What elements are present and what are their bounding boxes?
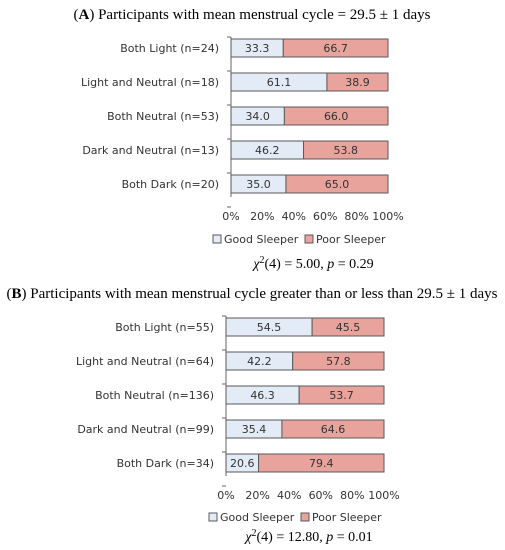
x-tick-label: 100%	[372, 210, 403, 223]
legend-label-poor: Poor Sleeper	[312, 511, 382, 524]
title-paren-open: (	[73, 7, 78, 23]
x-tick-label: 20%	[250, 210, 274, 223]
panel-title-text: Participants with mean menstrual cycle g…	[30, 286, 497, 302]
data-label-good: 33.3	[245, 42, 270, 55]
x-tick-label: 40%	[277, 489, 301, 502]
data-label-poor: 79.4	[309, 457, 334, 470]
legend-label-good: Good Sleeper	[220, 511, 295, 524]
data-label-good: 42.2	[247, 355, 272, 368]
title-paren-close: )	[22, 286, 31, 302]
x-tick-label: 40%	[282, 210, 306, 223]
bar-poor-sleeper	[298, 385, 385, 405]
x-tick-label: 0%	[222, 210, 239, 223]
category-label: Both Light (n=55)	[115, 321, 214, 334]
stat-text: (4) = 5.00,	[265, 257, 328, 272]
x-tick-label: 80%	[340, 489, 364, 502]
chart-panel-b: (B) Participants with mean menstrual cyc…	[6, 286, 497, 545]
legend-swatch-poor	[300, 512, 310, 522]
data-label-poor: 65.0	[325, 178, 350, 191]
data-label-good: 35.0	[246, 178, 271, 191]
category-label: Both Dark (n=20)	[122, 178, 219, 191]
stat-sup: 2	[260, 255, 265, 266]
data-label-good: 46.3	[250, 389, 275, 402]
bar-poor-sleeper	[258, 453, 385, 473]
legend-label-poor: Poor Sleeper	[316, 233, 386, 246]
data-label-poor: 53.7	[329, 389, 354, 402]
x-tick-label: 100%	[368, 489, 399, 502]
legend-swatch-good	[212, 234, 222, 244]
chi-square-stat: χ2(4) = 12.80, p = 0.01	[243, 528, 372, 545]
legend-swatch-good	[208, 512, 218, 522]
bar-poor-sleeper	[292, 351, 385, 371]
bar-poor-sleeper	[326, 72, 389, 92]
x-tick-label: 60%	[309, 489, 333, 502]
x-tick-label: 80%	[344, 210, 368, 223]
data-label-good: 35.4	[242, 423, 267, 436]
bar-poor-sleeper	[311, 317, 385, 337]
data-label-poor: 66.7	[323, 42, 348, 55]
data-label-poor: 38.9	[345, 76, 370, 89]
data-label-good: 46.2	[255, 144, 280, 157]
legend-swatch-poor	[304, 234, 314, 244]
bar-poor-sleeper	[282, 38, 389, 58]
stat-p-value: = 0.01	[333, 530, 372, 545]
data-label-good: 61.1	[267, 76, 292, 89]
data-label-poor: 64.6	[321, 423, 346, 436]
stat-chi: χ	[243, 530, 252, 545]
category-label: Both Dark (n=34)	[117, 457, 214, 470]
category-label: Both Neutral (n=136)	[95, 389, 214, 402]
panel-title-text: Participants with mean menstrual cycle =…	[98, 7, 431, 23]
stat-text: (4) = 12.80,	[257, 530, 327, 545]
bar-poor-sleeper	[285, 174, 389, 194]
x-tick-label: 60%	[313, 210, 337, 223]
category-label: Dark and Neutral (n=13)	[82, 144, 219, 157]
stat-p: p	[326, 257, 334, 272]
category-label: Light and Neutral (n=18)	[81, 76, 219, 89]
stat-sup: 2	[252, 528, 257, 539]
data-label-poor: 53.8	[334, 144, 359, 157]
stat-p: p	[325, 530, 333, 545]
bar-poor-sleeper	[281, 419, 385, 439]
chart-panel-a: (A) Participants with mean menstrual cyc…	[73, 7, 430, 272]
x-tick-label: 20%	[245, 489, 269, 502]
stat-chi: χ	[251, 257, 260, 272]
panel-letter: B	[11, 286, 21, 302]
category-label: Light and Neutral (n=64)	[76, 355, 214, 368]
category-label: Both Neutral (n=53)	[107, 110, 219, 123]
title-paren-open: (	[6, 286, 11, 302]
data-label-good: 20.6	[230, 457, 255, 470]
legend-label-good: Good Sleeper	[224, 233, 299, 246]
bar-poor-sleeper	[283, 106, 389, 126]
chart-title: (A) Participants with mean menstrual cyc…	[73, 7, 430, 23]
category-label: Dark and Neutral (n=99)	[77, 423, 214, 436]
data-label-poor: 66.0	[324, 110, 349, 123]
bar-poor-sleeper	[303, 140, 389, 160]
chi-square-stat: χ2(4) = 5.00, p = 0.29	[251, 255, 373, 272]
data-label-poor: 45.5	[336, 321, 361, 334]
panel-letter: A	[78, 7, 89, 23]
data-label-poor: 57.8	[326, 355, 351, 368]
stat-p-value: = 0.29	[334, 257, 373, 272]
title-paren-close: )	[89, 7, 98, 23]
category-label: Both Light (n=24)	[120, 42, 219, 55]
data-label-good: 34.0	[245, 110, 270, 123]
chart-title: (B) Participants with mean menstrual cyc…	[6, 286, 497, 302]
x-tick-label: 0%	[217, 489, 234, 502]
data-label-good: 54.5	[257, 321, 282, 334]
